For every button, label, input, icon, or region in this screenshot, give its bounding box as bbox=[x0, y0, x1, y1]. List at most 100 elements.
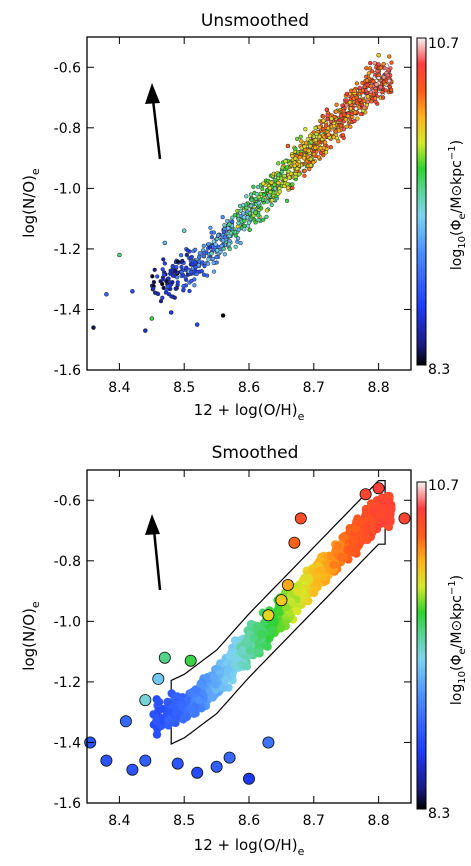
trend-point bbox=[377, 91, 382, 97]
trend-point bbox=[364, 102, 369, 108]
trend-point bbox=[189, 278, 194, 284]
trend-point bbox=[290, 153, 295, 159]
trend-point bbox=[260, 197, 266, 202]
x-tick-label: 8.7 bbox=[303, 380, 325, 396]
trend-point bbox=[242, 218, 247, 223]
arrow-indicator bbox=[145, 83, 162, 160]
trend-point bbox=[308, 156, 313, 162]
trend-point bbox=[154, 706, 163, 715]
trend-point bbox=[152, 267, 157, 272]
trend-point bbox=[201, 253, 207, 258]
trend-point bbox=[369, 69, 375, 74]
trend-point bbox=[220, 214, 225, 220]
trend-point bbox=[313, 145, 318, 150]
trend-point bbox=[361, 98, 367, 104]
trend-point bbox=[357, 97, 362, 103]
trend-point bbox=[187, 704, 196, 713]
scatter-point bbox=[130, 289, 135, 294]
trend-point bbox=[188, 269, 194, 275]
trend-point bbox=[197, 254, 202, 259]
trend-point bbox=[376, 62, 381, 67]
colorbar: 10.7 8.3 log10(Φe/M⊙kpc−1) bbox=[416, 478, 468, 822]
x-tick-label: 8.8 bbox=[367, 380, 389, 396]
colorbar-min-label: 8.3 bbox=[428, 806, 450, 822]
trend-point bbox=[383, 492, 392, 501]
trend-point bbox=[248, 203, 254, 208]
trend-point bbox=[358, 111, 363, 117]
trend-point bbox=[154, 697, 164, 707]
trend-point bbox=[187, 288, 192, 294]
trend-point bbox=[246, 220, 252, 225]
trend-point bbox=[279, 169, 284, 174]
scatter-point bbox=[253, 210, 258, 215]
y-axis-ticks: -1.6 -1.4 -1.2 -1.0 -0.8 -0.6 bbox=[54, 60, 411, 379]
trend-point bbox=[363, 535, 372, 545]
trend-point bbox=[321, 118, 326, 123]
trend-point bbox=[196, 263, 201, 268]
trend-point bbox=[298, 151, 304, 156]
trend-point bbox=[308, 163, 313, 168]
trend-point bbox=[192, 283, 197, 288]
trend-point bbox=[282, 183, 287, 189]
scatter-point bbox=[91, 325, 96, 330]
trend-point bbox=[365, 94, 371, 99]
trend-point bbox=[354, 81, 360, 86]
trend-point bbox=[255, 646, 264, 655]
scatter-point bbox=[191, 766, 204, 779]
trend-point bbox=[179, 264, 184, 270]
trend-point bbox=[241, 215, 247, 220]
trend-point bbox=[368, 60, 373, 66]
trend-point bbox=[377, 506, 387, 515]
trend-point bbox=[163, 290, 169, 295]
trend-point bbox=[270, 198, 275, 203]
trend-point bbox=[340, 132, 346, 138]
trend-point bbox=[333, 129, 338, 134]
trend-point bbox=[173, 286, 178, 291]
trend-point bbox=[238, 208, 243, 213]
scatter-point bbox=[171, 757, 184, 770]
trend-point bbox=[368, 507, 378, 517]
trend-point bbox=[284, 165, 290, 170]
arrow-shaft bbox=[151, 99, 162, 160]
trend-point bbox=[387, 78, 392, 84]
panel-unsmoothed: Unsmoothed 8.4 8.5 8.6 8.7 8.8 -1.6-1.4-1.2-… bbox=[20, 11, 468, 423]
trend-point bbox=[158, 299, 164, 304]
trend-point bbox=[296, 172, 302, 177]
trend-point bbox=[260, 186, 265, 192]
trend-point bbox=[352, 88, 357, 93]
trend-point bbox=[303, 147, 308, 153]
trend-point bbox=[196, 680, 205, 689]
x-tick-label: 8.6 bbox=[238, 380, 260, 396]
trend-point bbox=[172, 295, 177, 300]
scatter-point bbox=[359, 488, 372, 501]
trend-point bbox=[264, 214, 269, 220]
trend-point bbox=[334, 102, 339, 107]
trend-point bbox=[150, 274, 155, 279]
trend-point bbox=[389, 60, 394, 65]
trend-point bbox=[265, 199, 270, 204]
trend-point bbox=[175, 280, 180, 285]
trend-point bbox=[213, 242, 218, 247]
trend-point bbox=[181, 283, 186, 289]
trend-point bbox=[206, 257, 211, 262]
trend-point bbox=[354, 95, 359, 100]
x-tick-label: 8.8 bbox=[367, 813, 389, 829]
trend-point bbox=[361, 508, 371, 518]
trend-point bbox=[353, 106, 359, 111]
trend-point bbox=[242, 227, 247, 232]
trend-point bbox=[293, 156, 298, 161]
trend-point bbox=[340, 103, 345, 108]
trend-point bbox=[193, 268, 198, 273]
trend-point bbox=[241, 211, 246, 216]
trend-point bbox=[178, 253, 184, 258]
trend-point bbox=[325, 113, 330, 118]
trend-point bbox=[312, 578, 321, 587]
x-tick-label: 8.7 bbox=[303, 813, 325, 829]
trend-point bbox=[293, 587, 302, 596]
trend-point bbox=[179, 269, 184, 275]
trend-point bbox=[352, 118, 357, 124]
trend-point bbox=[235, 236, 241, 241]
scatter-point bbox=[184, 654, 197, 667]
trend-point bbox=[256, 201, 261, 206]
trend-point bbox=[219, 243, 224, 249]
